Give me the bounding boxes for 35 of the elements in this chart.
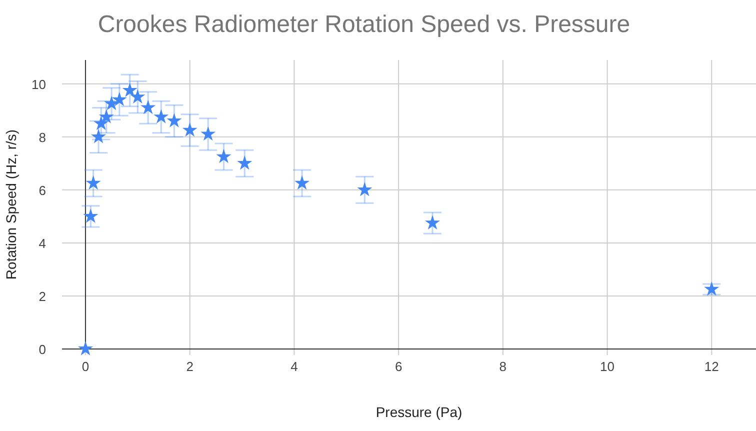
point <box>86 175 101 190</box>
point <box>122 82 138 97</box>
point <box>216 148 232 164</box>
x-tick-label: 4 <box>290 359 298 374</box>
x-tick-label: 8 <box>499 359 507 374</box>
x-tick-label: 2 <box>186 359 194 374</box>
x-tick-label: 10 <box>600 359 615 374</box>
point <box>200 126 216 141</box>
point <box>357 182 372 196</box>
y-tick-label: 0 <box>38 342 46 357</box>
point <box>94 116 109 130</box>
point <box>294 175 310 190</box>
point <box>182 122 198 137</box>
point <box>130 89 146 104</box>
y-tick-label: 6 <box>38 182 46 198</box>
chart-title: Crookes Radiometer Rotation Speed vs. Pressure <box>98 11 630 38</box>
point <box>424 215 440 230</box>
point <box>166 113 182 128</box>
point <box>91 128 106 144</box>
x-tick-label: 6 <box>394 359 402 374</box>
y-tick-label: 4 <box>38 236 46 251</box>
y-tick-label: 10 <box>32 76 46 92</box>
y-tick-label: 8 <box>38 130 46 145</box>
point <box>154 109 169 124</box>
point <box>237 156 252 170</box>
point <box>140 100 156 114</box>
point <box>112 92 127 106</box>
y-tick-label: 2 <box>38 288 46 304</box>
point <box>98 109 114 124</box>
y-axis-title: Rotation Speed (Hz, r/s) <box>3 129 19 280</box>
x-tick-label: 0 <box>82 359 90 374</box>
point <box>83 208 98 223</box>
point <box>78 341 93 356</box>
x-tick-label: 12 <box>704 359 719 374</box>
x-axis-title: Pressure (Pa) <box>376 404 462 420</box>
